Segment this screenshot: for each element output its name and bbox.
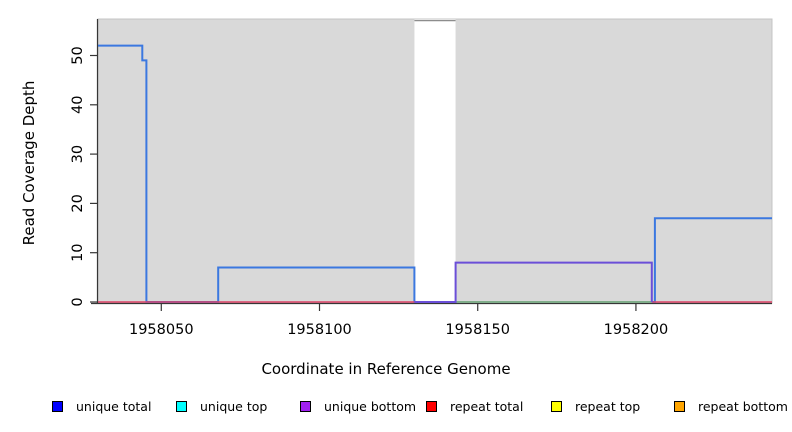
- x-tick-label: 1958150: [445, 322, 510, 338]
- legend-swatch-icon: [551, 400, 562, 412]
- x-tick-label: 1958100: [287, 322, 352, 338]
- x-axis-label: Coordinate in Reference Genome: [261, 360, 511, 378]
- legend-swatch-icon: [674, 400, 685, 412]
- legend-item-unique-top: unique top: [176, 398, 267, 414]
- legend-item-repeat-total: repeat total: [426, 398, 523, 414]
- legend-swatch-icon: [300, 400, 311, 412]
- legend-item-unique-bottom: unique bottom: [300, 398, 416, 414]
- legend-item-repeat-bottom: repeat bottom: [674, 398, 788, 414]
- y-tick-label: 40: [70, 96, 86, 114]
- y-tick-label: 10: [70, 243, 86, 261]
- y-tick-label: 20: [70, 194, 86, 212]
- legend-label: unique top: [200, 398, 268, 414]
- legend-label: repeat total: [450, 398, 524, 414]
- x-tick-label: 1958050: [129, 322, 194, 338]
- legend-label: repeat top: [575, 398, 641, 414]
- legend-item-unique-total: unique total: [52, 398, 151, 414]
- series-unique-total-plotted-step-line-: [98, 44, 772, 303]
- series-unique-bottom-plotted-step-line-: [414, 261, 653, 303]
- y-tick-label: 30: [70, 145, 86, 163]
- legend-swatch-icon: [176, 400, 187, 412]
- legend-label: unique total: [76, 398, 152, 414]
- y-axis-label: Read Coverage Depth: [20, 80, 38, 246]
- coverage-gap-region: [414, 19, 456, 303]
- y-tick-label: 0: [70, 297, 86, 306]
- legend-swatch-icon: [426, 400, 437, 412]
- chart-legend: unique total unique top unique bottom repea…: [0, 398, 792, 420]
- legend-swatch-icon: [52, 400, 63, 412]
- legend-item-repeat-top: repeat top: [551, 398, 640, 414]
- y-tick-label: 50: [70, 46, 86, 64]
- legend-label: unique bottom: [324, 398, 417, 414]
- x-tick-label: 1958200: [604, 322, 669, 338]
- legend-label: repeat bottom: [698, 398, 788, 414]
